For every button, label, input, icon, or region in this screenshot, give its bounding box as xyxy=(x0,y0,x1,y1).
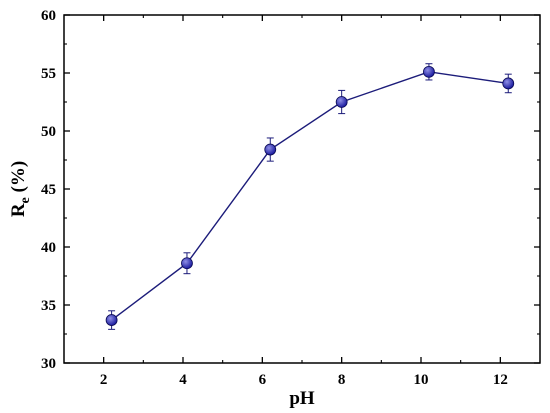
data-markers xyxy=(105,65,515,326)
data-point-5 xyxy=(502,77,515,90)
y-tick-label-45: 45 xyxy=(41,182,56,198)
y-axis-ticks: 30 35 40 45 50 55 60 xyxy=(41,8,540,372)
y-axis-title-main: R xyxy=(8,203,29,217)
x-tick-label-6: 6 xyxy=(259,372,267,388)
data-point-2 xyxy=(264,143,277,156)
y-axis-title: Re (%) xyxy=(8,161,33,217)
error-bars xyxy=(108,63,512,330)
x-axis-title: pH xyxy=(289,388,315,409)
series-line-group xyxy=(111,71,509,321)
data-point-0 xyxy=(105,314,118,326)
y-axis-title-subscript: e xyxy=(18,197,33,203)
y-tick-label-55: 55 xyxy=(41,66,56,82)
data-point-3 xyxy=(335,96,348,108)
y-axis-title-unit: (%) xyxy=(8,161,29,197)
x-tick-label-10: 10 xyxy=(414,372,429,388)
y-tick-label-30: 30 xyxy=(41,356,56,372)
data-point-1 xyxy=(181,257,193,270)
x-tick-label-8: 8 xyxy=(338,372,346,388)
y-tick-label-60: 60 xyxy=(41,8,56,24)
y-tick-label-35: 35 xyxy=(41,298,56,314)
series-line xyxy=(111,71,509,321)
plot-frame xyxy=(63,14,541,364)
data-point-4 xyxy=(423,65,435,78)
y-tick-label-40: 40 xyxy=(41,240,56,256)
x-tick-label-12: 12 xyxy=(493,372,508,388)
x-tick-label-2: 2 xyxy=(100,372,108,388)
y-tick-label-50: 50 xyxy=(41,124,56,140)
x-axis-ticks: 2 4 6 8 10 12 xyxy=(100,15,508,388)
x-tick-label-4: 4 xyxy=(179,372,187,388)
